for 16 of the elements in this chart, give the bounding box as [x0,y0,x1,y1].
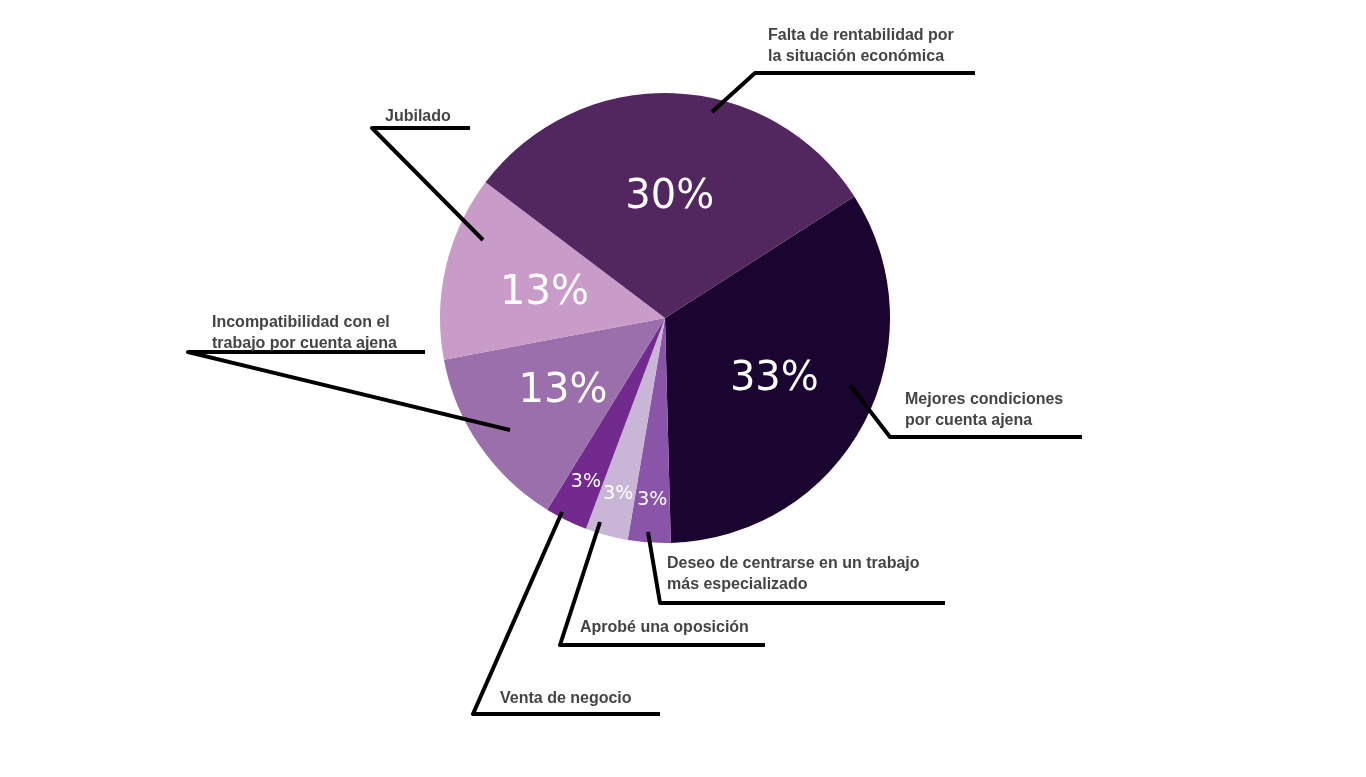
data-label: 33% [729,352,819,399]
data-label: 30% [625,171,715,218]
pie-slice [443,318,665,510]
slice-label: Jubilado [385,107,452,124]
data-label: 3% [637,486,668,509]
slice-label: Incompatibilidad con el trabajo por cuenta ajena [212,313,398,351]
slice-label: Venta de negocio [500,689,632,706]
data-label: 13% [518,365,608,412]
slice-label: Deseo de centrarse en un trabajo más especializado [667,554,920,592]
slice-label: Falta de rentabilidad por la situación económica [768,26,954,64]
data-label: 13% [500,266,589,313]
slice-label: Mejores condiciones por cuenta ajena [905,390,1064,428]
pie-slice [485,93,855,318]
slice-label: Aprobé una oposición [580,618,749,635]
data-label: 3% [603,480,634,503]
data-label: 3% [570,468,601,491]
